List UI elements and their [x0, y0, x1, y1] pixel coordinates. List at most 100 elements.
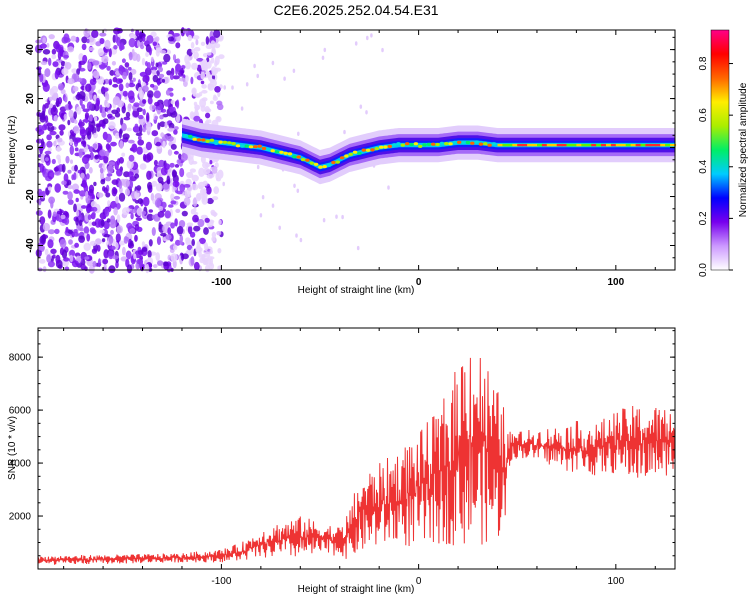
spectrogram-noise-speck — [153, 90, 161, 99]
spectrogram-noise-speck — [57, 137, 63, 143]
spectrogram-line-segment — [556, 143, 563, 147]
spectrogram-noise-speck — [196, 240, 201, 250]
spectrogram-noise-speck — [191, 174, 199, 182]
spectrogram-noise-speck — [81, 104, 86, 110]
spectrogram-hot-spot — [309, 161, 314, 165]
spectrogram-noise-speck — [157, 260, 164, 266]
spectrogram-noise-speck — [139, 163, 147, 170]
spectrogram-noise-speck — [158, 66, 164, 73]
spectrogram-noise-speck — [80, 172, 85, 179]
spectrogram-noise-speck — [91, 30, 99, 38]
spectrogram-noise-speck — [189, 231, 196, 238]
spectrogram-noise-speck — [63, 257, 70, 262]
spectrogram-noise-speck — [193, 261, 200, 271]
spectrogram-noise-speck — [151, 227, 156, 236]
spectrogram-noise-speck — [125, 188, 130, 196]
spectrogram-hot-spot — [257, 144, 262, 148]
spectrogram-hot-spot — [287, 152, 293, 156]
spectrogram-noise-speck — [85, 83, 92, 93]
y-tick-label: 6000 — [9, 406, 32, 417]
spectrogram-line-segment — [497, 143, 504, 147]
spectrogram-noise-speck — [202, 260, 208, 266]
spectrogram-noise-speck — [81, 36, 88, 44]
spectrogram-noise-speck — [183, 197, 191, 206]
spectrogram-noise-speck — [210, 78, 215, 83]
spectrogram-noise-speck — [174, 218, 178, 227]
spectrogram-noise-speck — [47, 260, 55, 268]
spectrogram-noise-speck — [38, 112, 46, 118]
spectrogram-noise-speck — [78, 148, 83, 158]
spectrogram-noise-speck — [95, 97, 100, 106]
spectrogram-noise-speck — [182, 28, 189, 34]
spectrogram-noise-speck — [295, 233, 298, 238]
spectrogram-noise-speck — [93, 181, 97, 187]
spectrogram-noise-speck — [198, 237, 206, 244]
spectrogram-noise-speck — [147, 181, 153, 190]
colorbar: 0.0 0.2 0.4 0.6 0.8 Normalized spectral ampl… — [698, 29, 749, 277]
spectrogram-noise-speck — [51, 54, 57, 60]
spectrogram-x-label: Height of straight line (km) — [298, 285, 415, 296]
spectrogram-noise-speck — [296, 188, 300, 193]
spectrogram-noise-speck — [196, 57, 204, 62]
spectrogram-noise-speck — [56, 145, 61, 153]
spectrogram-noise-speck — [160, 132, 165, 138]
spectrogram-noise-speck — [321, 55, 325, 60]
spectrogram-noise-speck — [118, 180, 123, 189]
spectrogram-noise-speck — [154, 115, 159, 120]
spectrogram-hot-spot — [209, 138, 215, 142]
spectrogram-noise-speck — [170, 200, 177, 205]
spectrogram-hot-spot — [352, 150, 358, 154]
spectrogram-noise-speck — [150, 56, 154, 63]
spectrogram-noise-speck — [77, 77, 83, 83]
spectrogram-noise-speck — [82, 108, 90, 113]
spectrogram-noise-speck — [122, 207, 130, 216]
spectrogram-noise-speck — [116, 225, 123, 234]
spectrogram-noise-speck — [205, 36, 210, 45]
spectrogram-noise-speck — [80, 263, 86, 270]
spectrogram-noise-speck — [73, 189, 80, 194]
spectrogram-noise-speck — [128, 205, 135, 209]
spectrogram-noise-speck — [74, 119, 78, 124]
spectrogram-noise-speck — [57, 157, 62, 164]
spectrogram-noise-speck — [193, 225, 201, 232]
spectrogram-noise-speck — [52, 254, 56, 259]
spectrogram-noise-speck — [60, 214, 66, 220]
spectrogram-hot-spot — [392, 143, 397, 147]
spectrogram-line-segment — [566, 143, 573, 147]
snr-panel: -100 0 100 2000 4000 6000 8000 Height of stra… — [7, 327, 676, 595]
spectrogram-noise-speck — [161, 78, 166, 83]
spectrogram-noise-speck — [127, 90, 135, 100]
spectrogram-noise-speck — [201, 84, 207, 89]
spectrogram-noise-speck — [142, 127, 146, 133]
spectrogram-noise-speck — [47, 209, 52, 219]
spectrogram-noise-speck — [132, 125, 140, 133]
spectrogram-noise-speck — [173, 129, 178, 135]
spectrogram-noise-speck — [118, 157, 124, 164]
spectrogram-noise-speck — [126, 222, 133, 230]
spectrogram-noise-speck — [56, 212, 59, 222]
spectrogram-hot-spot — [478, 142, 484, 146]
spectrogram-noise-speck — [104, 91, 109, 100]
spectrogram-hot-spot — [365, 148, 371, 152]
spectrogram-noise-speck — [92, 260, 97, 268]
spectrogram-noise-speck — [293, 183, 296, 188]
spectrogram-noise-speck — [51, 48, 57, 55]
spectrogram-noise-speck — [209, 249, 213, 255]
spectrogram-noise-speck — [85, 190, 89, 199]
spectrogram-noise-speck — [261, 195, 265, 200]
spectrogram-noise-speck — [158, 206, 164, 211]
y-tick-label: 20 — [25, 93, 36, 105]
spectrogram-line-segment — [522, 143, 529, 147]
spectrogram-noise-speck — [89, 227, 96, 234]
spectrogram-noise-speck — [127, 103, 132, 112]
spectrogram-noise-speck — [181, 210, 188, 217]
spectrogram-noise-speck — [206, 173, 214, 179]
spectrogram-noise-speck — [194, 104, 201, 111]
spectrogram-noise-speck — [203, 168, 211, 175]
spectrogram-noise-speck — [67, 169, 72, 174]
spectrogram-hot-spot — [188, 134, 193, 138]
spectrogram-noise-speck — [152, 74, 159, 83]
spectrogram-noise-speck — [129, 209, 137, 214]
spectrogram-noise-speck — [144, 154, 152, 163]
spectrogram-noise-speck — [104, 207, 110, 217]
